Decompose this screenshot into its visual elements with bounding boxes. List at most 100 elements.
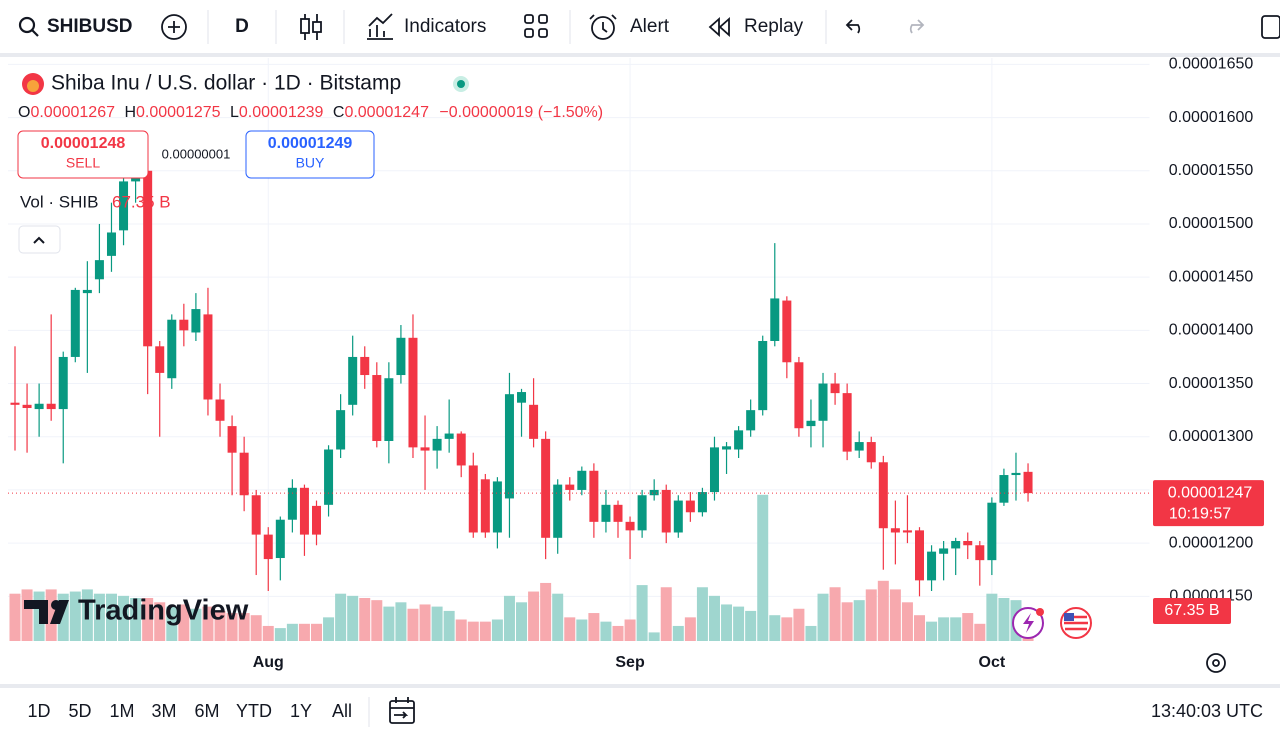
- range-button[interactable]: 5D: [68, 701, 91, 721]
- range-button[interactable]: 6M: [194, 701, 219, 721]
- volume-bar: [311, 623, 322, 641]
- notification-dot: [1036, 608, 1044, 616]
- volume-bar: [383, 606, 395, 641]
- volume-bar: [9, 593, 21, 641]
- volume-bar: [118, 595, 130, 641]
- toolbar-border: [0, 53, 1280, 57]
- candle-body: [312, 505, 321, 535]
- volume-bar: [226, 613, 238, 641]
- redo-button[interactable]: [909, 19, 925, 34]
- candle-body: [782, 300, 792, 363]
- volume-bar: [648, 632, 660, 641]
- clock: 13:40:03 UTC: [1151, 701, 1263, 721]
- volume-tag: [1153, 598, 1231, 624]
- volume-bar: [467, 621, 479, 641]
- candle-body: [890, 528, 900, 533]
- volume-bar: [950, 617, 962, 641]
- collapse-icon: [33, 236, 45, 244]
- volume-bar: [371, 600, 383, 641]
- range-button[interactable]: 1M: [109, 701, 134, 721]
- buy-price: 0.00001249: [268, 135, 353, 152]
- volume-bar: [901, 602, 913, 641]
- volume-bar: [250, 615, 262, 641]
- candle-body: [529, 404, 539, 439]
- volume-bar: [841, 602, 853, 641]
- indicators-icon[interactable]: [367, 13, 393, 40]
- volume-bar: [407, 608, 419, 641]
- settings-button[interactable]: [1206, 653, 1226, 673]
- volume-bar: [660, 587, 672, 641]
- volume-bar: [588, 613, 600, 641]
- range-button[interactable]: 3M: [151, 701, 176, 721]
- volume-bar: [419, 604, 431, 641]
- candle-body: [167, 319, 177, 379]
- toolbar: SHIBUSD D Indicators Alert Replay: [18, 10, 1280, 44]
- buy-button[interactable]: [245, 130, 375, 179]
- candle-body: [372, 375, 382, 441]
- candle-body: [517, 392, 527, 403]
- candle-body: [915, 530, 924, 581]
- countdown: 10:19:57: [1169, 505, 1231, 522]
- fullscreen-button[interactable]: [1261, 15, 1280, 39]
- alert-button[interactable]: Alert: [630, 16, 670, 37]
- candle-body: [649, 489, 659, 496]
- lightning-icon: [1023, 613, 1034, 633]
- search-icon[interactable]: [18, 16, 36, 34]
- sell-button[interactable]: [17, 130, 149, 179]
- candle-body: [215, 399, 225, 421]
- plot-area: 0.000011500.000012000.000012500.00001300…: [8, 56, 1264, 684]
- volume-bar: [142, 598, 154, 641]
- candle-body: [951, 540, 961, 549]
- replay-icon[interactable]: [708, 16, 730, 38]
- volume-bar: [733, 606, 745, 641]
- range-button[interactable]: 1D: [27, 701, 50, 721]
- candle-body: [324, 449, 334, 505]
- layouts-icon[interactable]: [524, 14, 548, 38]
- candle-body: [34, 403, 44, 410]
- date-range-button[interactable]: [389, 700, 415, 724]
- symbol[interactable]: SHIBUSD: [47, 16, 133, 37]
- volume-bar: [335, 593, 347, 641]
- ohlc-low: 0.00001239: [239, 104, 324, 121]
- volume-bar: [359, 598, 371, 641]
- range-button[interactable]: 1Y: [290, 701, 312, 721]
- candle-body: [384, 378, 394, 441]
- volume-bar: [926, 621, 938, 641]
- replay-button[interactable]: Replay: [744, 16, 804, 37]
- interval[interactable]: D: [235, 16, 249, 37]
- volume-bar: [93, 593, 105, 641]
- logo-text: TradingView: [78, 595, 249, 627]
- volume-bar: [986, 593, 998, 641]
- settings-icon: [1212, 659, 1220, 667]
- candle-body: [203, 314, 213, 400]
- y-tick-label: 0.00001200: [1169, 534, 1254, 551]
- undo-button[interactable]: [845, 19, 861, 34]
- alert-icon[interactable]: [591, 16, 615, 40]
- volume-bar: [684, 617, 696, 641]
- volume-bar: [57, 593, 69, 641]
- indicators-button[interactable]: Indicators: [404, 16, 486, 37]
- candle-body: [336, 410, 346, 450]
- x-tick-label: Sep: [615, 654, 645, 671]
- volume-bar: [865, 589, 877, 641]
- volume-bar: [347, 595, 359, 641]
- volume-bar: [805, 625, 817, 641]
- candle-body: [22, 404, 32, 409]
- compare-button[interactable]: [161, 14, 187, 40]
- candle-body: [758, 340, 768, 411]
- volume-bar: [154, 602, 166, 641]
- range-button[interactable]: YTD: [236, 701, 272, 721]
- candle-body: [10, 402, 20, 405]
- chart-type-icon: [312, 21, 322, 33]
- volume-bar: [323, 617, 335, 641]
- volume-bar: [721, 604, 733, 641]
- volume-bar: [962, 613, 974, 641]
- bottom-border: [0, 684, 1280, 688]
- candle-body: [287, 487, 297, 520]
- buy-label: BUY: [296, 155, 325, 171]
- range-button[interactable]: All: [332, 701, 352, 721]
- volume-bar: [564, 617, 576, 641]
- ohlc-key: O: [18, 104, 30, 121]
- candle-body: [975, 545, 985, 561]
